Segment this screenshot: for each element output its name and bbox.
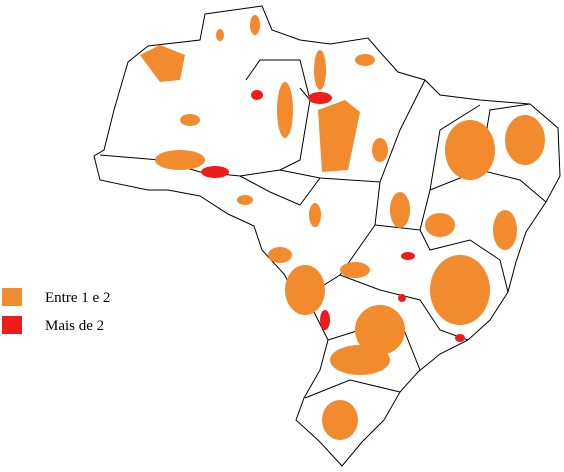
legend-swatch — [2, 316, 22, 334]
brazil-map — [93, 5, 561, 467]
border — [339, 274, 469, 341]
regions-red — [201, 90, 465, 342]
country-outline — [93, 5, 561, 467]
border — [245, 59, 311, 101]
border — [374, 169, 547, 231]
regions-orange — [140, 15, 545, 440]
legend-swatch — [2, 288, 22, 306]
legend-label: Entre 1 e 2 — [45, 290, 111, 306]
border — [239, 175, 321, 206]
border — [304, 379, 401, 399]
border — [419, 229, 509, 293]
border — [429, 104, 481, 191]
legend-label: Mais de 2 — [45, 318, 105, 334]
